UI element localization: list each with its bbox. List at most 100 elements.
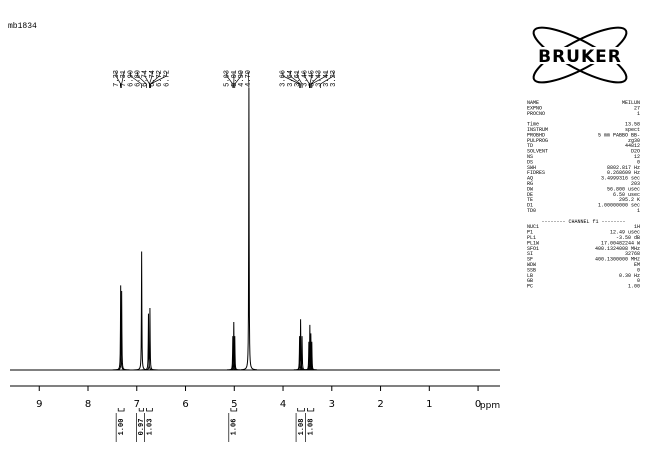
peak-label: 4.70 bbox=[245, 70, 253, 87]
peak-connector bbox=[150, 72, 167, 88]
param-value: EM bbox=[634, 262, 640, 268]
logo-ring bbox=[532, 26, 628, 84]
param-value: 203 bbox=[631, 181, 640, 187]
integral-bracket bbox=[297, 408, 305, 412]
param-name: DE bbox=[527, 192, 533, 198]
x-tick-label: 5 bbox=[231, 399, 237, 410]
integral-bracket bbox=[117, 408, 125, 412]
param-name: SSB bbox=[527, 267, 536, 273]
integral-label: 1.03 bbox=[146, 419, 154, 436]
peak-connector bbox=[248, 72, 250, 88]
param-name: PL1W bbox=[527, 240, 539, 246]
peak bbox=[141, 307, 158, 371]
param-name: PULPROG bbox=[527, 138, 548, 144]
param-value: 6.50 usec bbox=[613, 192, 640, 198]
param-value: 17.00482244 W bbox=[601, 240, 640, 246]
peak-connector bbox=[282, 72, 300, 88]
integral-bracket bbox=[230, 408, 238, 412]
logo: BRUKER bbox=[527, 26, 633, 84]
peak-connector bbox=[296, 72, 303, 88]
peak-label: 6.74 bbox=[149, 70, 157, 87]
param-name: TD bbox=[527, 143, 533, 149]
chart-title: mb1834 bbox=[8, 22, 37, 31]
peak-connector bbox=[309, 72, 313, 88]
param-value: 3.4999316 sec bbox=[601, 176, 640, 182]
param-value: 1.00000000 sec bbox=[598, 203, 640, 209]
peak-label: 3.64 bbox=[287, 70, 295, 87]
x-tick-label: 9 bbox=[36, 399, 42, 410]
integral-bracket bbox=[146, 408, 153, 412]
x-tick-label: 6 bbox=[182, 399, 188, 410]
param-value: 1 bbox=[637, 111, 640, 117]
param-value: D2O bbox=[631, 149, 640, 155]
logo-band bbox=[527, 47, 633, 64]
param-value: 0 bbox=[637, 159, 640, 165]
peak-label: 7.33 bbox=[113, 70, 121, 87]
param-name: SFO1 bbox=[527, 246, 539, 252]
x-tick-label: 1 bbox=[426, 399, 432, 410]
param-name: PC bbox=[527, 284, 533, 290]
peak-connector bbox=[289, 72, 301, 88]
peak-connector bbox=[310, 72, 320, 88]
peak-label: 3.43 bbox=[316, 70, 324, 87]
peak bbox=[303, 341, 320, 371]
peak-connector bbox=[311, 72, 327, 88]
param-value: 1 bbox=[637, 208, 640, 214]
param-name: FIDRES bbox=[527, 170, 545, 176]
param-name: SF bbox=[527, 257, 533, 263]
integral-bracket bbox=[307, 408, 315, 412]
peak-label: 5.03 bbox=[224, 70, 232, 87]
param-value: 1H bbox=[634, 224, 640, 230]
param-name: TD0 bbox=[527, 208, 536, 214]
integral-label: 1.06 bbox=[231, 419, 239, 436]
param-value: 8802.817 Hz bbox=[607, 165, 640, 171]
param-name: PROBHD bbox=[527, 132, 545, 138]
peak-connector bbox=[137, 72, 147, 88]
peak bbox=[226, 336, 243, 371]
channel-header: -------- CHANNEL f1 -------- bbox=[541, 219, 625, 225]
peak-connector bbox=[320, 72, 334, 88]
integral-label: 0.97 bbox=[138, 419, 146, 436]
peak-label: 3.45 bbox=[309, 70, 317, 87]
peak-label: 7.31 bbox=[120, 70, 128, 87]
x-tick-label: 8 bbox=[85, 399, 91, 410]
param-name: SWH bbox=[527, 165, 536, 171]
param-name: PL1 bbox=[527, 235, 536, 241]
param-name: NAME bbox=[527, 100, 539, 106]
integral-label: 1.00 bbox=[118, 419, 126, 436]
peak-connector bbox=[226, 72, 234, 88]
param-name: D1 bbox=[527, 203, 533, 209]
param-value: MEILUN bbox=[622, 100, 640, 106]
param-name: RG bbox=[527, 181, 533, 187]
param-value: 0.30 Hz bbox=[619, 273, 640, 279]
param-value: 400.1300000 MHz bbox=[595, 257, 640, 263]
param-name: LB bbox=[527, 273, 533, 279]
peak-label: 6.72 bbox=[156, 70, 164, 87]
param-name: NS bbox=[527, 154, 533, 160]
peak-label: 4.99 bbox=[238, 70, 246, 87]
x-tick-label: 7 bbox=[134, 399, 140, 410]
param-name: NUC1 bbox=[527, 224, 539, 230]
logo-text: BRUKER bbox=[538, 47, 622, 67]
peak-label: 5.01 bbox=[231, 70, 239, 87]
param-name: SOLVENT bbox=[527, 149, 548, 155]
peak-label: 6.80 bbox=[135, 70, 143, 87]
param-name: SI bbox=[527, 251, 533, 257]
param-value: spect bbox=[625, 127, 640, 133]
param-value: 56.800 usec bbox=[607, 186, 640, 192]
param-value: -3.50 dB bbox=[616, 235, 640, 241]
peak-connector bbox=[115, 72, 122, 88]
param-name: GB bbox=[527, 278, 533, 284]
x-tick-label: 4 bbox=[280, 399, 286, 410]
peak-label: 3.46 bbox=[301, 70, 309, 87]
param-name: AQ bbox=[527, 176, 533, 182]
param-value: 1.00 bbox=[628, 284, 640, 290]
integral-bracket bbox=[138, 408, 144, 412]
x-tick-label: 3 bbox=[329, 399, 335, 410]
param-value: 32768 bbox=[625, 251, 640, 257]
logo-ring bbox=[532, 26, 628, 84]
peak-label: 6.72 bbox=[163, 70, 171, 87]
peak-label: 6.74 bbox=[142, 70, 150, 87]
peak-connector bbox=[121, 72, 124, 88]
